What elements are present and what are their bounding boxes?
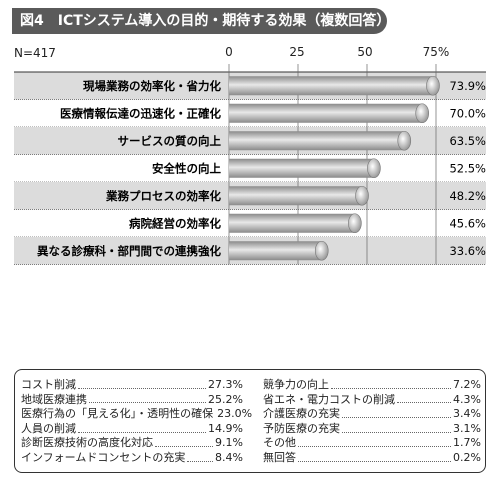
list-item: 医療行為の「見える化」・透明性の確保 23.0% <box>21 407 253 421</box>
sample-size-label: N=417 <box>14 46 56 60</box>
category-label: サービスの質の向上 <box>118 134 222 148</box>
category-label: 医療情報伝達の迅速化・正確化 <box>60 106 221 120</box>
bar <box>229 131 405 151</box>
bar <box>229 76 433 96</box>
list-item: 無回答 0.2% <box>263 450 481 464</box>
category-label: 異なる診療科・部門間での連携強化 <box>37 244 221 258</box>
x-tick-label: 25 <box>289 45 305 59</box>
bar-end-cap <box>367 158 381 179</box>
other-responses-left-column: コスト削減 27.3% 地域医療連携 25.2% 医療行為の「見える化」・透明性の確… <box>21 378 253 466</box>
list-item: 競争力の向上 7.2% <box>263 378 481 391</box>
data-label: 33.6% <box>449 244 486 258</box>
list-item: コスト削減 27.3% <box>21 378 243 391</box>
bar <box>229 186 363 206</box>
data-label: 73.9% <box>449 79 486 93</box>
bar-end-cap <box>314 240 329 261</box>
list-item: 介護医療の充実 3.4% <box>263 407 481 421</box>
bar-end-cap <box>397 130 412 151</box>
bar <box>229 213 355 233</box>
list-item: 省エネ・電力コストの削減 4.3% <box>263 392 481 406</box>
data-label: 52.5% <box>449 161 486 175</box>
data-label: 48.2% <box>449 189 486 203</box>
x-tick-label: 75% <box>422 45 450 59</box>
bar-end-cap <box>348 213 362 234</box>
list-item: その他 1.7% <box>263 436 481 450</box>
list-item: 診断医療技術の高度化対応 9.1% <box>21 436 243 450</box>
bar <box>229 241 322 261</box>
list-item: 地域医療連携 25.2% <box>21 392 243 406</box>
x-tick-label: 50 <box>357 45 373 59</box>
bar-end-cap <box>355 185 369 206</box>
category-label: 業務プロセスの効率化 <box>105 189 221 203</box>
bar-end-cap <box>415 103 430 124</box>
bar-chart: 現場業務の効率化・省力化 73.9% 医療情報伝達の迅速化・正確化 70.0% サービス… <box>14 64 486 265</box>
data-label: 70.0% <box>449 106 486 120</box>
bar <box>229 103 423 123</box>
data-label: 63.5% <box>449 134 486 148</box>
bar-end-cap <box>426 75 440 96</box>
category-label: 現場業務の効率化・省力化 <box>83 79 221 93</box>
figure-title: 図4 ICTシステム導入の目的・期待する効果（複数回答） <box>12 8 390 34</box>
list-item: 予防医療の充実 3.1% <box>263 421 481 435</box>
list-item: インフォームドコンセントの充実 8.4% <box>21 450 243 464</box>
data-label: 45.6% <box>449 216 486 230</box>
other-responses-box: コスト削減 27.3% 地域医療連携 25.2% 医療行為の「見える化」・透明性の確… <box>14 369 486 473</box>
other-responses-right-column: 競争力の向上 7.2% 省エネ・電力コストの削減 4.3% 介護医療の充実 3.4% … <box>263 378 481 466</box>
bar <box>229 158 374 178</box>
x-tick-label: 0 <box>225 45 233 59</box>
category-label: 安全性の向上 <box>152 161 221 175</box>
list-item: 人員の削減 14.9% <box>21 421 243 435</box>
category-label: 病院経営の効率化 <box>129 216 221 230</box>
